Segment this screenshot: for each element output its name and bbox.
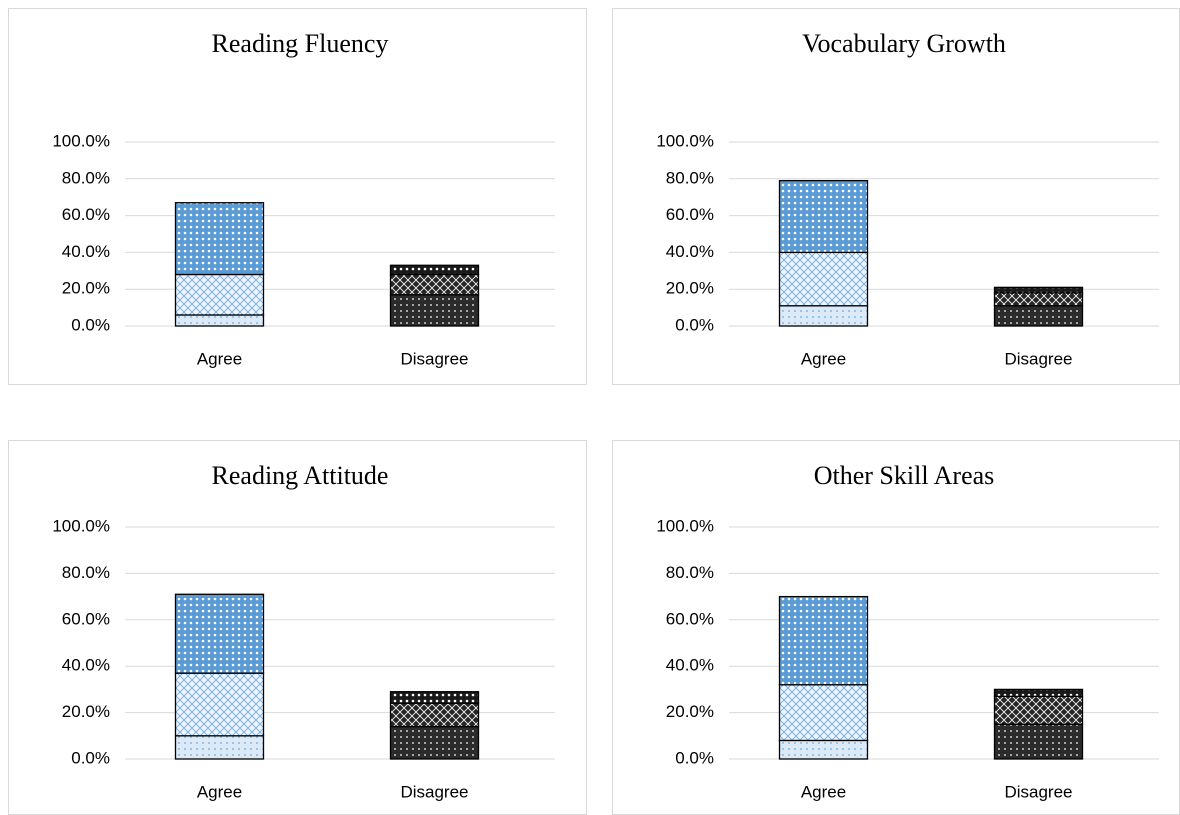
bar-segment	[993, 305, 1084, 327]
bar-segment	[389, 691, 480, 704]
bar-segment	[174, 273, 265, 316]
x-tick-label: Agree	[801, 782, 846, 801]
y-tick-label: 20.0%	[666, 279, 714, 298]
y-tick-label: 60.0%	[62, 609, 110, 628]
y-tick-label: 0.0%	[71, 315, 110, 334]
bar-segment	[778, 739, 869, 760]
y-tick-label: 20.0%	[666, 702, 714, 721]
x-tick-label: Disagree	[1004, 349, 1072, 368]
bar-segment	[389, 702, 480, 728]
chart-title: Vocabulary Growth	[802, 29, 1006, 58]
y-tick-label: 40.0%	[666, 656, 714, 675]
bar-segment	[993, 688, 1084, 698]
y-tick-label: 0.0%	[71, 748, 110, 767]
bar-segment	[778, 305, 869, 327]
chart: Reading Attitude 0.0% 20.0% 40.0% 60.0% 80.0%…	[8, 440, 587, 815]
y-tick-label: 100.0%	[656, 516, 714, 535]
chart: Other Skill Areas 0.0% 20.0% 40.0% 60.0% 80.0…	[612, 440, 1180, 815]
y-tick-label: 0.0%	[675, 315, 714, 334]
chart-border	[8, 8, 587, 385]
y-tick-label: 80.0%	[666, 563, 714, 582]
y-tick-label: 60.0%	[666, 205, 714, 224]
bar-segment	[778, 179, 869, 254]
y-tick-label: 40.0%	[62, 656, 110, 675]
y-tick-label: 0.0%	[675, 748, 714, 767]
x-tick-label: Agree	[801, 349, 846, 368]
bar-segment	[778, 251, 869, 307]
x-tick-label: Agree	[197, 349, 242, 368]
y-tick-label: 100.0%	[52, 516, 110, 535]
y-tick-label: 100.0%	[52, 131, 110, 150]
y-tick-label: 60.0%	[62, 205, 110, 224]
bar-segment	[174, 314, 265, 327]
y-tick-label: 20.0%	[62, 702, 110, 721]
bar-segment	[993, 292, 1084, 307]
chart-title: Reading Fluency	[212, 29, 389, 58]
x-tick-label: Disagree	[400, 349, 468, 368]
y-tick-label: 40.0%	[62, 242, 110, 261]
bar-segment	[174, 735, 265, 760]
y-tick-label: 80.0%	[62, 168, 110, 187]
bar-segment	[174, 202, 265, 276]
y-tick-label: 20.0%	[62, 279, 110, 298]
y-tick-label: 80.0%	[666, 168, 714, 187]
bar-segment	[389, 294, 480, 327]
bar-segment	[389, 264, 480, 276]
y-tick-label: 40.0%	[666, 242, 714, 261]
bar-segment	[778, 684, 869, 742]
chart-title: Other Skill Areas	[814, 461, 995, 490]
bar-segment	[174, 593, 265, 674]
x-tick-label: Disagree	[1004, 782, 1072, 801]
bar-segment	[993, 695, 1084, 725]
bar-segment	[778, 595, 869, 686]
chart: Vocabulary Growth 0.0% 20.0% 40.0% 60.0% 80.0…	[612, 8, 1180, 385]
y-tick-label: 100.0%	[656, 131, 714, 150]
x-tick-label: Disagree	[400, 782, 468, 801]
x-tick-label: Agree	[197, 782, 242, 801]
bar-segment	[389, 273, 480, 296]
y-tick-label: 60.0%	[666, 609, 714, 628]
y-tick-label: 80.0%	[62, 563, 110, 582]
bar-segment	[174, 672, 265, 737]
bar-segment	[389, 725, 480, 760]
chart: Reading Fluency 0.0% 20.0% 40.0% 60.0% 80.0% 1…	[8, 8, 587, 385]
bar-segment	[993, 286, 1084, 294]
bar-segment	[993, 723, 1084, 760]
chart-title: Reading Attitude	[212, 461, 389, 490]
